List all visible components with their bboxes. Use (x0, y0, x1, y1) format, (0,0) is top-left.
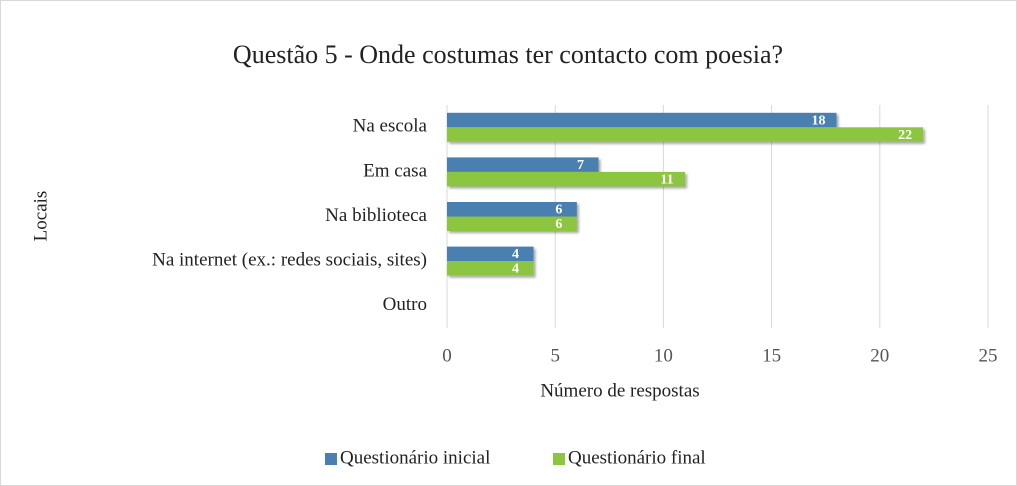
data-label: 6 (555, 217, 562, 232)
x-tick-label: 5 (550, 345, 560, 366)
y-tick-label: Em casa (363, 160, 427, 181)
y-tick-label: Outro (383, 294, 427, 315)
x-tick-label: 25 (979, 345, 998, 366)
y-tick-label: Na biblioteca (325, 205, 427, 226)
y-tick-label: Na escola (353, 116, 428, 137)
data-label: 18 (812, 113, 826, 128)
bar (447, 216, 577, 231)
x-axis-title: Número de respostas (540, 380, 699, 401)
x-tick-label: 10 (654, 345, 673, 366)
data-label: 22 (898, 128, 912, 143)
x-tick-label: 15 (762, 345, 781, 366)
bar (447, 112, 837, 128)
x-tick-label: 0 (442, 345, 452, 366)
bar (447, 127, 924, 142)
data-label: 6 (555, 202, 562, 217)
bar (447, 202, 577, 217)
data-label: 4 (512, 247, 519, 262)
x-tick-label: 20 (870, 345, 889, 366)
data-label: 4 (512, 262, 519, 277)
data-label: 11 (660, 172, 673, 187)
bar (447, 246, 534, 262)
legend-swatch (325, 453, 337, 465)
bar (447, 171, 686, 187)
y-axis-title: Locais (30, 191, 51, 242)
legend-label: Questionário inicial (340, 447, 490, 468)
y-tick-label: Na internet (ex.: redes sociais, sites) (152, 249, 427, 270)
legend-label: Questionário final (568, 447, 706, 468)
chart-title: Questão 5 - Onde costumas ter contacto c… (233, 40, 783, 69)
legend-swatch (553, 453, 565, 465)
bar (447, 157, 599, 172)
data-label: 7 (577, 158, 584, 173)
bar (447, 261, 534, 276)
